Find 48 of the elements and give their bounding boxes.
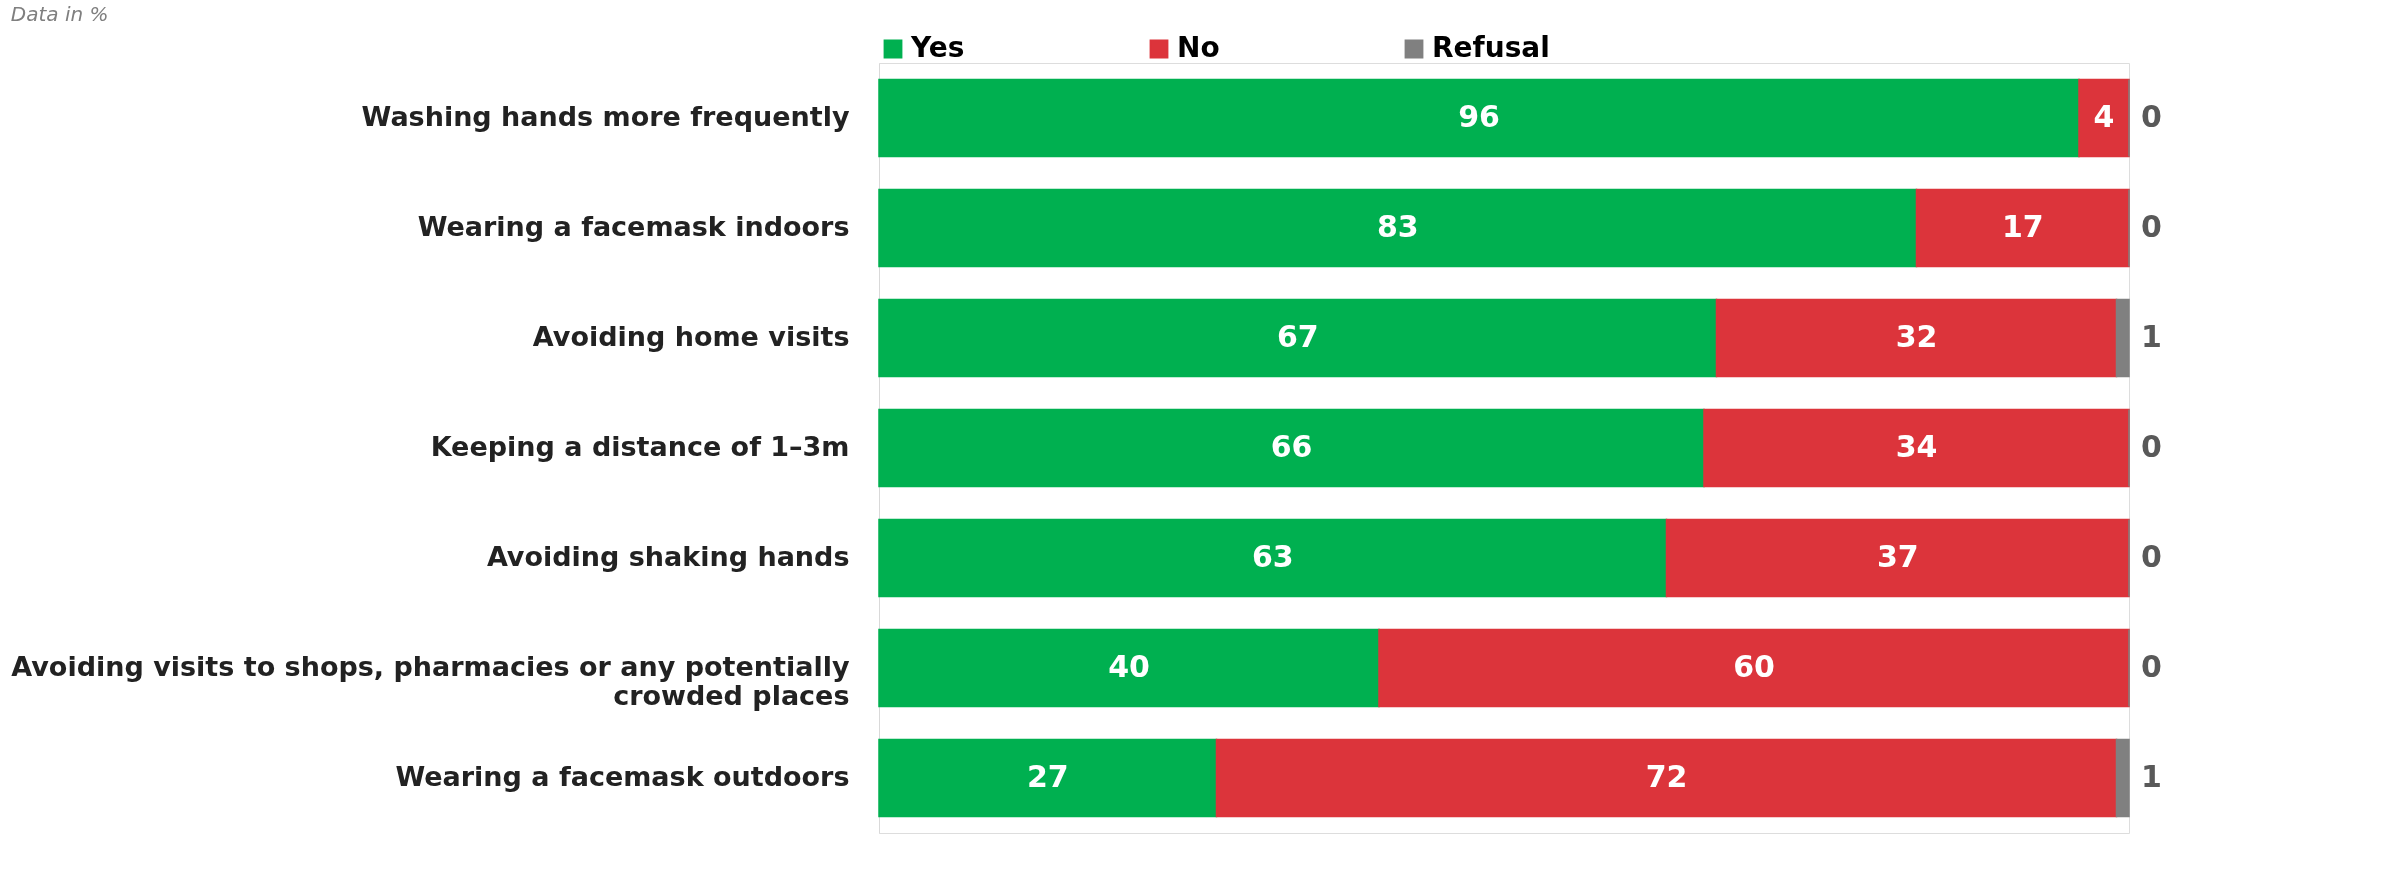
legend-label: No	[1177, 31, 1220, 64]
data-label: 0	[2141, 99, 2162, 134]
bar	[2078, 78, 2130, 158]
data-label: 66	[1270, 429, 1313, 464]
bar	[878, 628, 1380, 708]
text: Data in %	[10, 2, 109, 26]
data-label: 72	[1645, 759, 1688, 794]
bar	[2115, 738, 2130, 818]
y-tick-label: Avoiding shaking hands	[486, 541, 850, 572]
y-tick-label: Washing hands more frequently	[361, 101, 850, 132]
data-label: 4	[2093, 99, 2115, 134]
data-label: 63	[1251, 539, 1294, 574]
data-label: 60	[1733, 649, 1775, 684]
bar	[2115, 298, 2130, 378]
data-label: 1	[2141, 759, 2162, 794]
bar	[1715, 298, 2118, 378]
bar	[1915, 188, 2130, 268]
bar	[878, 518, 1668, 598]
bar	[878, 188, 1918, 268]
data-label: 34	[1895, 429, 1938, 464]
data-label: 0	[2141, 649, 2162, 684]
bar	[1665, 518, 2130, 598]
data-label: 67	[1276, 319, 1319, 354]
bar	[878, 78, 2080, 158]
y-tick-label: Avoiding home visits	[532, 321, 850, 352]
y-tick-label: Wearing a facemask outdoors	[395, 761, 850, 792]
y-tick-label: Avoiding visits to shops, pharmacies or any potentially crowded places	[11, 651, 850, 711]
bar	[1703, 408, 2130, 488]
bar	[1215, 738, 2118, 818]
data-label: 40	[1108, 649, 1150, 684]
bar	[878, 408, 1705, 488]
data-label: 27	[1026, 759, 1069, 794]
bar	[1378, 628, 2130, 708]
data-label: 0	[2141, 429, 2162, 464]
y-tick-label: Wearing a facemask indoors	[417, 211, 850, 242]
y-tick-label: Keeping a distance of 1–3m	[430, 431, 850, 462]
legend-label: Yes	[910, 31, 965, 64]
data-label: 83	[1376, 209, 1419, 244]
data-label: 32	[1895, 319, 1938, 354]
data-label: 96	[1458, 99, 1500, 134]
data-label: 37	[1876, 539, 1919, 574]
legend-label: Refusal	[1432, 31, 1550, 64]
data-label: 0	[2141, 209, 2162, 244]
bar	[878, 738, 1218, 818]
data-label: 0	[2141, 539, 2162, 574]
data-label: 17	[2001, 209, 2044, 244]
data-label: 1	[2141, 319, 2162, 354]
bar	[878, 298, 1718, 378]
